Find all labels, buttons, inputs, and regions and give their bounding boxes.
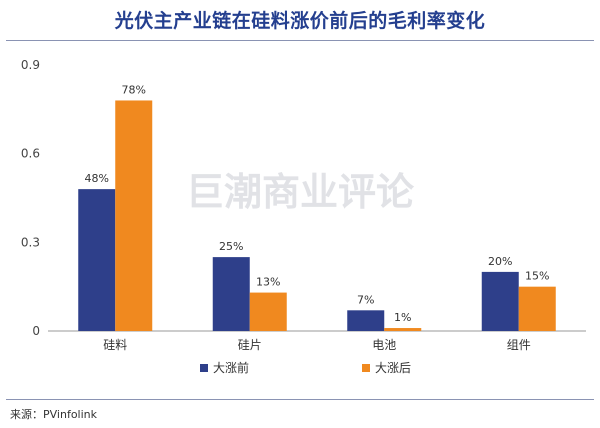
- legend-swatch: [362, 364, 370, 372]
- bar-after: [518, 286, 556, 331]
- data-label: 15%: [525, 270, 549, 283]
- watermark: 巨潮商业评论: [186, 170, 415, 214]
- footer-divider: [6, 399, 594, 400]
- x-category-label: 硅片: [238, 338, 262, 352]
- data-label: 13%: [256, 276, 280, 289]
- y-tick-label: 0.9: [21, 58, 40, 72]
- chart-legend: 大涨前 大涨后: [200, 360, 411, 375]
- legend-label: 大涨前: [213, 360, 249, 375]
- bar-after: [384, 328, 422, 331]
- data-label: 1%: [394, 311, 411, 324]
- x-category-label: 组件: [507, 338, 531, 352]
- data-label: 78%: [122, 83, 146, 96]
- chart-bars: 48% 78% 25% 13% 7% 1% 20% 15%: [78, 83, 556, 331]
- bar-after: [115, 100, 153, 331]
- legend-swatch: [200, 364, 208, 372]
- x-category-label: 电池: [372, 338, 396, 352]
- bar-after: [249, 292, 287, 331]
- y-tick-label: 0: [32, 324, 40, 338]
- bar-chart: 巨潮商业评论 0 0.3 0.6 0.9 硅料 硅片 电池 组件 48% 78% 25% 13% 7%…: [21, 58, 586, 375]
- legend-label: 大涨后: [375, 360, 411, 375]
- title-divider: [6, 40, 594, 41]
- bar-before: [481, 271, 519, 331]
- chart-title: 光伏主产业链在硅料涨价前后的毛利率变化: [114, 10, 486, 32]
- y-tick-label: 0.6: [21, 147, 40, 161]
- bar-before: [78, 189, 116, 331]
- chart-axes: 0 0.3 0.6 0.9 硅料 硅片 电池 组件: [21, 58, 586, 352]
- data-label: 20%: [488, 255, 512, 268]
- x-category-label: 硅料: [103, 338, 127, 352]
- data-label: 25%: [219, 240, 243, 253]
- data-label: 48%: [85, 172, 109, 185]
- y-tick-label: 0.3: [21, 235, 40, 249]
- source-note: 来源：PVinfolink: [10, 408, 98, 421]
- data-label: 7%: [357, 293, 374, 306]
- bar-before: [212, 257, 250, 331]
- bar-before: [347, 310, 385, 331]
